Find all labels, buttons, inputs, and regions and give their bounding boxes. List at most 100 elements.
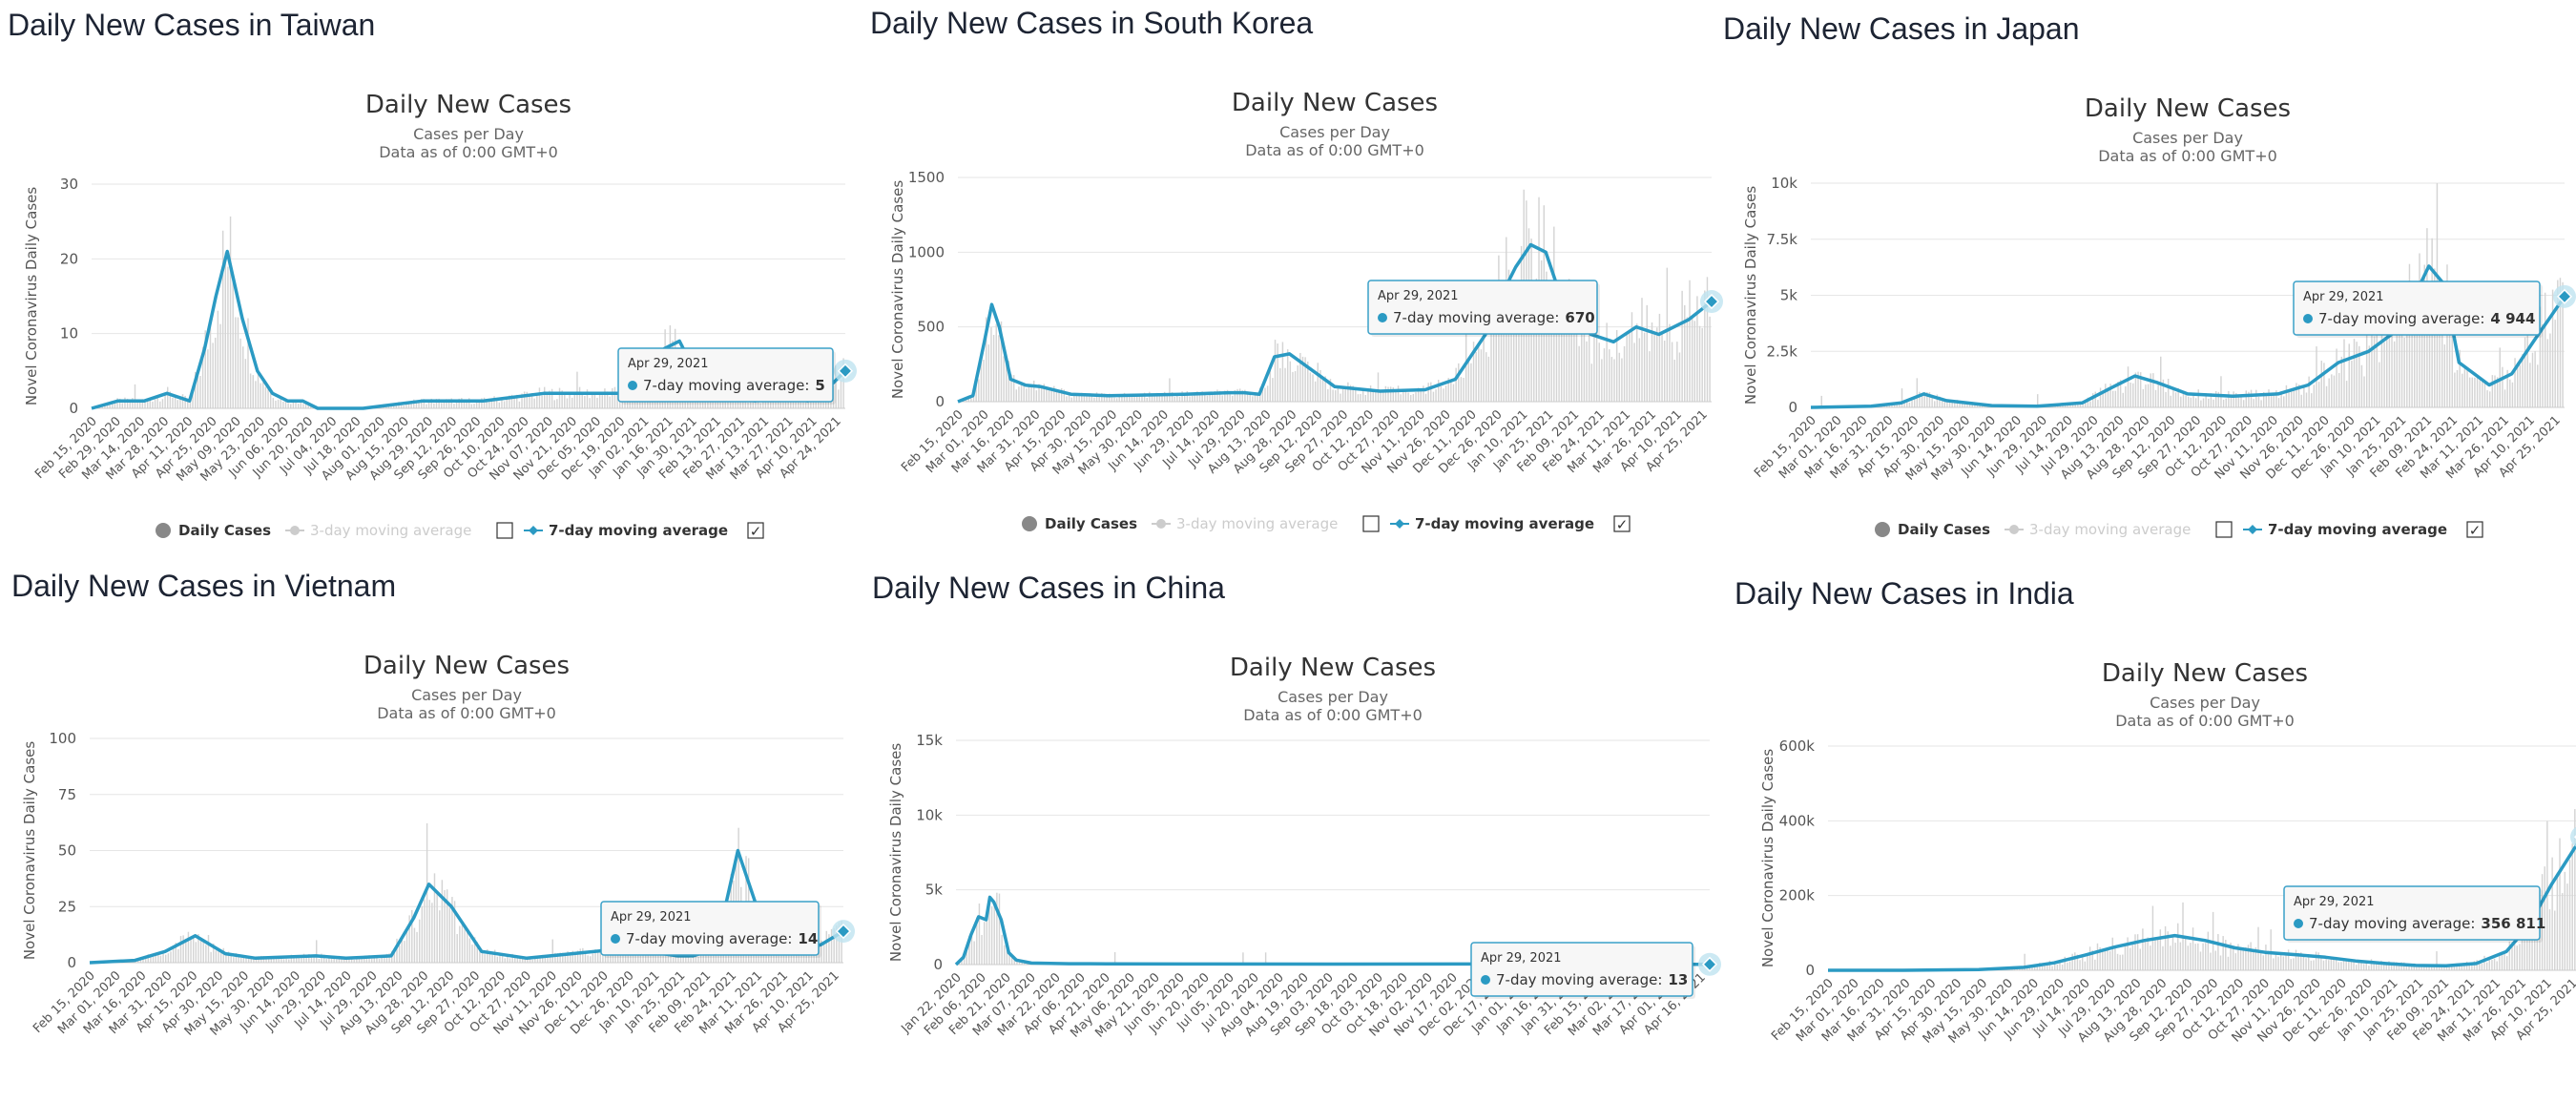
daily-bar [2311,961,2312,970]
y-tick-label: 1500 [908,169,945,186]
daily-bar [2524,338,2525,407]
daily-bar [471,945,472,963]
daily-bar [2107,949,2108,970]
daily-bar [159,402,160,408]
daily-bar [1071,398,1072,402]
daily-bar [1272,378,1273,402]
legend-label: 7-day moving average [2268,521,2447,538]
daily-bar [267,389,268,408]
daily-bar [275,401,276,408]
daily-bar [2323,363,2324,407]
y-tick-label: 0 [933,956,943,973]
daily-bar [2373,964,2374,970]
daily-bar [2496,962,2497,970]
daily-bar [1030,385,1031,402]
daily-bar [2217,934,2218,970]
daily-bar [482,953,483,963]
daily-bar [2054,965,2055,970]
daily-bar [2454,373,2455,407]
legend-item-3-day[interactable]: 3-day moving average [1152,515,1338,532]
daily-bar [2489,391,2490,407]
legend-label: 3-day moving average [2029,521,2191,538]
daily-bar [2308,377,2309,407]
daily-bar [1601,359,1602,402]
daily-bar [2148,384,2149,407]
daily-bar [172,398,173,408]
daily-bar [1028,385,1029,402]
country-heading: Daily New Cases in Taiwan [8,8,375,43]
daily-bar [2228,391,2229,407]
daily-bar [2293,958,2294,970]
daily-bar [2170,945,2171,970]
daily-bar [1664,341,1665,402]
checkbox-3-day[interactable] [497,523,512,538]
legend-item-7-day[interactable]: 7-day moving average [2243,521,2447,538]
daily-bar [2057,965,2058,970]
tooltip-series-label: 7-day moving average: [1496,971,1662,988]
checkbox-3-day[interactable] [1363,516,1379,531]
daily-bar [1470,364,1471,402]
tooltip-line: 7-day moving average:14 [626,930,818,947]
daily-bar [316,940,317,963]
daily-bar [2180,943,2181,970]
daily-bar [431,903,432,963]
daily-bar [2140,948,2141,970]
daily-bar [1633,343,1634,402]
legend-item-daily-cases[interactable]: Daily Cases [156,522,271,539]
daily-bar [1624,346,1625,402]
daily-bar [2127,937,2128,970]
daily-bar [2436,951,2437,970]
daily-bar [1556,331,1557,402]
legend-label: Daily Cases [1045,515,1137,532]
legend-item-7-day[interactable]: 7-day moving average [1390,515,1594,532]
y-tick-label: 0 [935,393,945,410]
daily-bar [2155,390,2156,407]
daily-bar [2291,959,2292,970]
y-axis-label: Novel Coronavirus Daily Cases [889,180,906,400]
daily-bar [190,938,191,963]
daily-bar [253,375,254,408]
daily-bar [188,932,189,963]
daily-bar [288,959,289,963]
legend-item-7-day[interactable]: 7-day moving average [524,522,728,539]
checkbox-3-day[interactable] [2216,522,2232,537]
daily-bar [2551,858,2552,970]
legend-symbol [1156,519,1166,529]
daily-bar [2275,954,2276,970]
daily-bar [1390,386,1391,402]
daily-bar [441,403,442,408]
daily-bar [567,398,568,408]
legend-item-daily-cases[interactable]: Daily Cases [1875,521,1990,538]
daily-bar [2323,961,2324,970]
daily-bar [2175,392,2176,407]
daily-bar [536,396,537,408]
daily-bar [177,949,178,963]
legend-item-3-day[interactable]: 3-day moving average [285,522,471,539]
daily-bar [1475,352,1476,402]
daily-bar [1917,378,1918,407]
daily-bar [207,349,208,408]
daily-bar [165,955,166,963]
daily-bar [2277,957,2278,970]
daily-bar [499,403,500,408]
y-tick-label: 400k [1779,812,1816,829]
daily-bar [2220,955,2221,970]
daily-bar [529,395,530,408]
daily-bar [2520,365,2521,407]
daily-bar [2185,938,2186,970]
daily-bar [1415,392,1416,402]
daily-bar [2457,370,2458,407]
daily-bar [2506,956,2507,970]
y-tick-label: 600k [1779,737,1816,755]
daily-bar [1036,390,1037,402]
legend-item-3-day[interactable]: 3-day moving average [2005,521,2191,538]
daily-bar [199,376,200,408]
daily-bar [2271,395,2272,407]
daily-bar [2451,966,2452,970]
daily-bar [2212,400,2213,407]
legend-item-daily-cases[interactable]: Daily Cases [1022,515,1137,532]
chart-subtitle: Cases per Day [411,686,522,704]
daily-bar [1284,368,1285,402]
